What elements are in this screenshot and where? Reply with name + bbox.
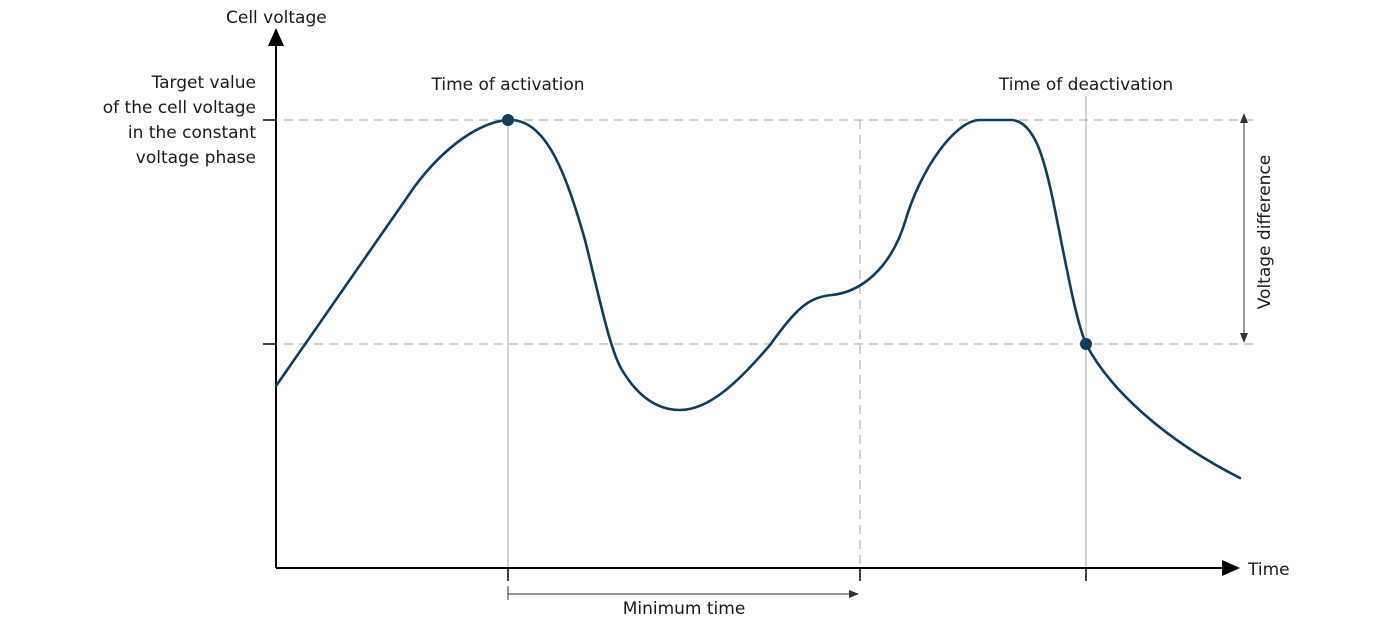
activation-point-marker [502,114,514,126]
x-axis-arrowhead [1222,560,1240,576]
minimum-time-label: Minimum time [623,599,746,619]
deactivation-point-marker [1080,338,1092,350]
target-value-label-line-2: of the cell voltage [103,98,256,118]
time-of-deactivation-label: Time of deactivation [998,75,1173,95]
cell-voltage-curve [274,118,1242,480]
y-axis-label: Cell voltage [226,8,327,28]
time-of-activation-label: Time of activation [431,75,585,95]
voltage-difference-label: Voltage difference [1255,155,1275,310]
x-axis-label: Time [1247,560,1290,580]
y-axis-arrowhead [268,28,284,46]
target-value-label-line-4: voltage phase [136,148,256,168]
target-value-label-line-3: in the constant [128,123,256,143]
target-value-label-line-1: Target value [151,73,256,93]
